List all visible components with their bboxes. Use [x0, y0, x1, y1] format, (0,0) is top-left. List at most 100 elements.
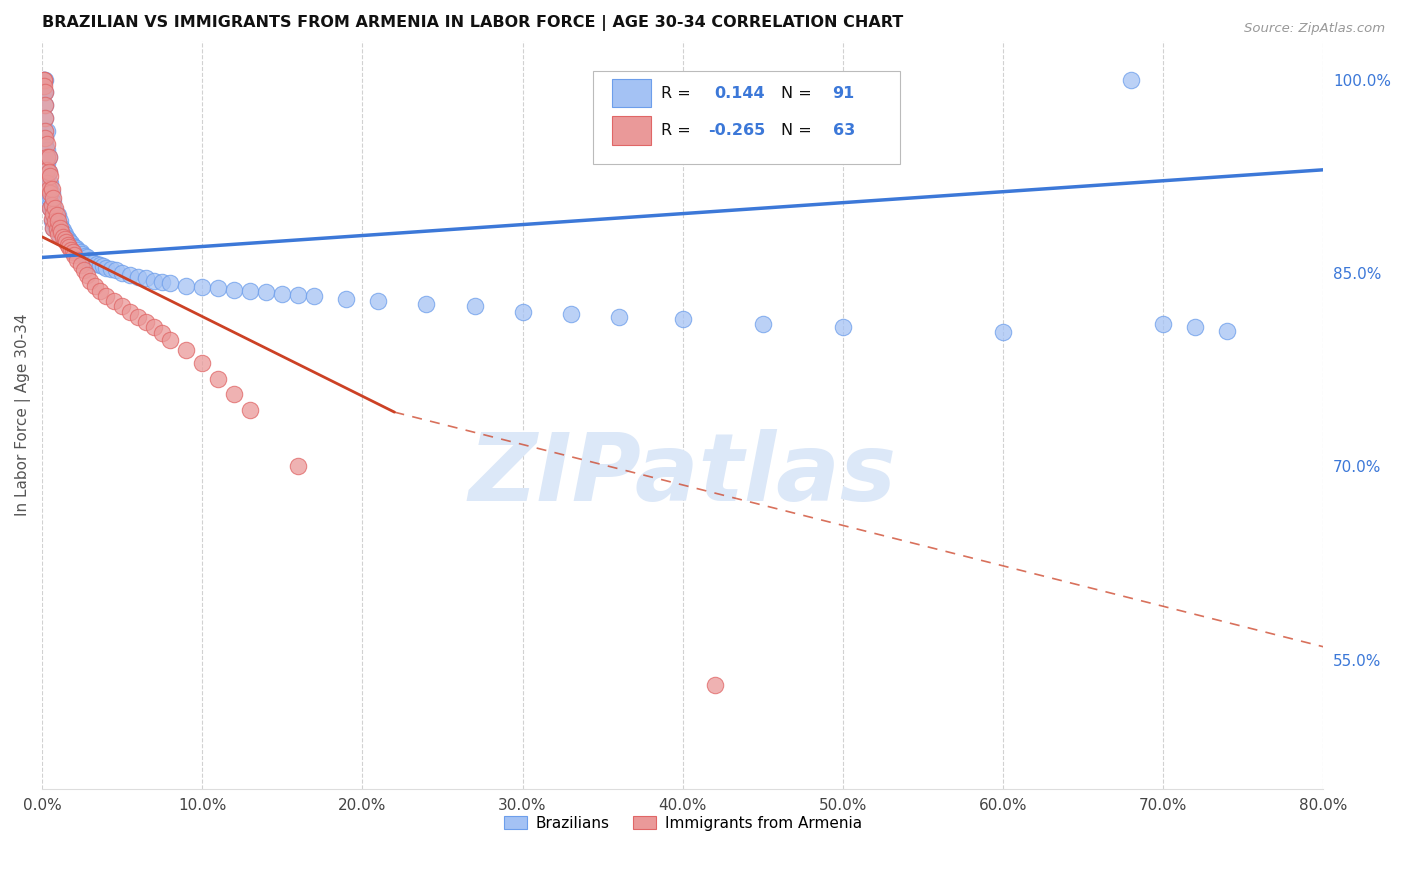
Point [831, 320, 853, 334]
Point [96, 289, 118, 303]
Point [35, 124, 58, 138]
Point [415, 297, 437, 311]
Point [96, 260, 118, 275]
Point [41, 202, 63, 216]
Text: 0.144: 0.144 [714, 86, 765, 101]
Point [1152, 318, 1174, 332]
Point [42, 206, 65, 220]
Point [46, 227, 69, 242]
Text: R =: R = [661, 123, 696, 138]
Point [120, 304, 142, 318]
Point [34, 124, 56, 138]
Point [69, 258, 91, 272]
Point [65, 242, 87, 256]
Point [84, 278, 107, 293]
Text: BRAZILIAN VS IMMIGRANTS FROM ARMENIA IN LABOR FORCE | AGE 30-34 CORRELATION CHAR: BRAZILIAN VS IMMIGRANTS FROM ARMENIA IN … [42, 15, 904, 31]
Text: -0.265: -0.265 [709, 123, 766, 138]
Point [39, 202, 62, 216]
Point [32, 72, 55, 87]
Point [76, 251, 98, 265]
Text: R =: R = [661, 86, 696, 101]
Point [86, 257, 108, 271]
Point [35, 176, 58, 190]
Point [38, 165, 60, 179]
Point [59, 243, 82, 257]
Point [66, 243, 89, 257]
Point [34, 98, 56, 112]
Point [41, 182, 63, 196]
Point [111, 266, 134, 280]
Point [304, 289, 326, 303]
Point [287, 459, 309, 474]
Point [34, 72, 56, 87]
Point [120, 268, 142, 283]
Point [41, 211, 63, 226]
Point [79, 274, 101, 288]
Point [62, 239, 84, 253]
Point [1119, 72, 1142, 87]
FancyBboxPatch shape [612, 79, 651, 107]
Point [44, 204, 66, 219]
Point [335, 292, 357, 306]
Point [224, 283, 246, 297]
Text: N =: N = [782, 123, 817, 138]
Point [32, 72, 55, 87]
Point [34, 98, 56, 112]
Point [41, 214, 63, 228]
Point [35, 156, 58, 170]
Text: 63: 63 [832, 123, 855, 138]
Point [42, 208, 65, 222]
Point [73, 263, 96, 277]
Point [34, 112, 56, 126]
Point [239, 402, 262, 417]
Point [63, 248, 86, 262]
Point [44, 214, 66, 228]
Point [75, 249, 97, 263]
Point [42, 194, 65, 209]
Point [38, 165, 60, 179]
Point [560, 307, 582, 321]
Point [34, 130, 56, 145]
Point [35, 150, 58, 164]
FancyBboxPatch shape [593, 70, 900, 164]
Point [62, 245, 84, 260]
Point [48, 229, 70, 244]
Point [46, 208, 69, 222]
Point [91, 260, 114, 274]
FancyBboxPatch shape [612, 116, 651, 145]
Point [39, 176, 62, 190]
Point [150, 326, 173, 341]
Point [41, 197, 63, 211]
Point [55, 229, 77, 244]
Text: N =: N = [782, 86, 817, 101]
Point [32, 72, 55, 87]
Text: ZIPatlas: ZIPatlas [468, 428, 897, 521]
Point [34, 86, 56, 100]
Y-axis label: In Labor Force | Age 30-34: In Labor Force | Age 30-34 [15, 313, 31, 516]
Point [191, 280, 214, 294]
Point [39, 188, 62, 202]
Point [46, 220, 69, 235]
Point [207, 371, 229, 385]
Point [287, 288, 309, 302]
Point [103, 294, 125, 309]
Point [35, 169, 58, 184]
Point [53, 232, 76, 246]
Point [44, 202, 66, 216]
Point [32, 86, 55, 100]
Point [239, 284, 262, 298]
Point [42, 220, 65, 235]
Point [1184, 320, 1206, 334]
Point [51, 219, 73, 234]
Point [150, 275, 173, 289]
Point [174, 343, 197, 358]
Point [58, 234, 80, 248]
Point [111, 300, 134, 314]
Point [38, 191, 60, 205]
Point [45, 223, 67, 237]
Point [607, 310, 630, 324]
Point [42, 220, 65, 235]
Point [44, 217, 66, 231]
Text: 91: 91 [832, 86, 855, 101]
Point [34, 136, 56, 151]
